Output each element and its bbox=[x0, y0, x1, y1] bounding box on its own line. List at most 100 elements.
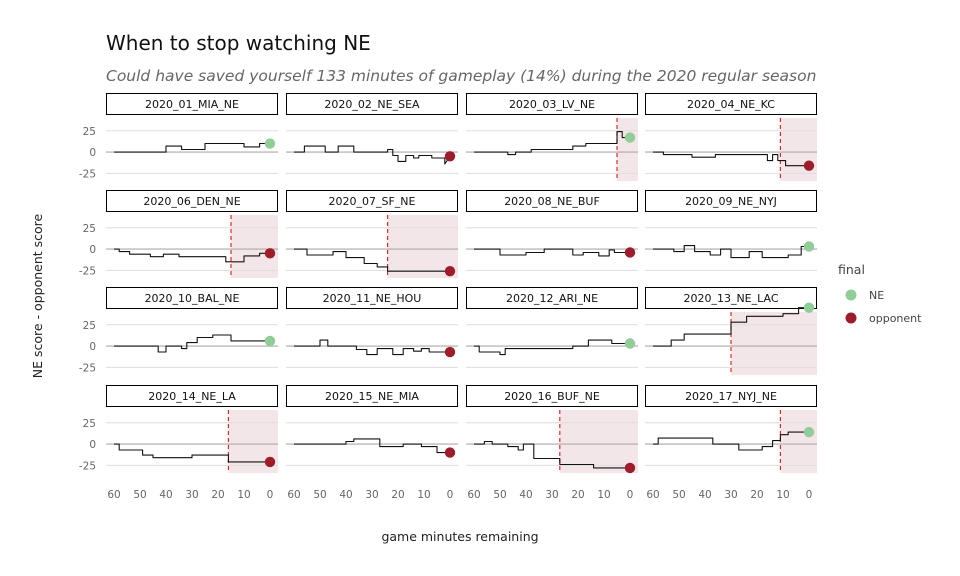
y-tick-label: -25 bbox=[79, 460, 96, 472]
facet-strip-label: 2020_02_NE_SEA bbox=[324, 98, 420, 111]
x-tick-label: 30 bbox=[365, 489, 378, 501]
x-tick-label: 0 bbox=[267, 489, 274, 501]
final-point bbox=[803, 241, 815, 252]
y-axis-ticks: 25 0 -25 25 0 -25 25 0 -25 25 0 -25 bbox=[79, 126, 96, 473]
facet-strip bbox=[106, 287, 278, 309]
y-tick-label: 25 bbox=[83, 126, 96, 138]
facet-strip bbox=[466, 93, 638, 115]
score-line bbox=[294, 145, 451, 165]
facet-panel: 2020_16_BUF_NE bbox=[466, 385, 638, 474]
facet-strip-label: 2020_07_SF_NE bbox=[329, 195, 416, 208]
x-tick-label: 0 bbox=[806, 489, 813, 501]
final-point bbox=[264, 335, 276, 347]
score-line bbox=[294, 339, 450, 356]
final-point bbox=[803, 160, 815, 171]
y-tick-label: -25 bbox=[79, 265, 96, 277]
shaded-region bbox=[731, 312, 817, 375]
final-point bbox=[264, 138, 276, 149]
facet-strip-label: 2020_09_NE_NYJ bbox=[685, 195, 777, 208]
facet-strip bbox=[106, 385, 278, 407]
facet-strip bbox=[286, 93, 458, 115]
score-line bbox=[114, 248, 270, 263]
x-tick-label: 60 bbox=[287, 489, 300, 501]
score-line bbox=[474, 440, 630, 469]
x-tick-label: 10 bbox=[417, 489, 430, 501]
final-point bbox=[624, 132, 636, 143]
legend-label-opponent: opponent bbox=[869, 312, 922, 325]
score-line bbox=[653, 245, 809, 259]
shaded-region bbox=[559, 410, 638, 473]
facet-strip-label: 2020_17_NYJ_NE bbox=[685, 390, 777, 403]
facet-panels: 2020_01_MIA_NE 2020_02_NE_SEA 2020_03_LV_N… bbox=[106, 93, 817, 474]
facet-panel: 2020_09_NE_NYJ bbox=[645, 190, 817, 271]
facet-strip-label: 2020_10_BAL_NE bbox=[145, 292, 240, 305]
facet-strip-label: 2020_04_NE_KC bbox=[687, 98, 775, 111]
x-tick-label: 60 bbox=[107, 489, 120, 501]
score-line bbox=[114, 443, 270, 463]
x-tick-label: 0 bbox=[627, 489, 634, 501]
facet-strip-label: 2020_01_MIA_NE bbox=[145, 98, 239, 111]
chart-title: When to stop watching NE bbox=[106, 31, 371, 55]
y-tick-label: 25 bbox=[83, 418, 96, 430]
final-point bbox=[264, 456, 276, 468]
final-point bbox=[444, 447, 456, 458]
facet-panel: 2020_07_SF_NE bbox=[286, 190, 458, 278]
y-tick-label: 0 bbox=[89, 147, 96, 159]
legend: final NE opponent bbox=[838, 262, 922, 325]
facet-strip-label: 2020_13_NE_LAC bbox=[683, 292, 778, 305]
facet-strip bbox=[286, 190, 458, 212]
y-axis-title: NE score - opponent score bbox=[30, 213, 45, 378]
score-line bbox=[294, 438, 450, 454]
x-tick-label: 50 bbox=[493, 489, 506, 501]
facet-panel: 2020_12_ARI_NE bbox=[466, 287, 638, 368]
final-point bbox=[444, 151, 456, 162]
score-line bbox=[474, 339, 630, 356]
facet-strip bbox=[466, 385, 638, 407]
x-tick-label: 20 bbox=[391, 489, 404, 501]
x-tick-label: 0 bbox=[447, 489, 454, 501]
x-tick-label: 30 bbox=[545, 489, 558, 501]
facet-panel: 2020_13_NE_LAC bbox=[645, 287, 817, 375]
x-tick-label: 50 bbox=[133, 489, 146, 501]
facet-strip-label: 2020_12_ARI_NE bbox=[506, 292, 598, 305]
shaded-region bbox=[617, 118, 638, 181]
facet-strip-label: 2020_15_NE_MIA bbox=[325, 390, 419, 403]
x-tick-label: 40 bbox=[698, 489, 711, 501]
y-tick-label: 0 bbox=[89, 244, 96, 256]
facet-panel: 2020_02_NE_SEA bbox=[286, 93, 458, 174]
score-line bbox=[114, 142, 270, 153]
x-tick-label: 10 bbox=[597, 489, 610, 501]
final-point bbox=[444, 346, 456, 358]
x-tick-label: 10 bbox=[237, 489, 250, 501]
facet-panel: 2020_03_LV_NE bbox=[466, 93, 638, 181]
legend-title: final bbox=[838, 262, 865, 277]
facet-strip bbox=[106, 190, 278, 212]
facet-strip bbox=[645, 287, 817, 309]
score-line bbox=[653, 151, 809, 167]
x-axis-title: game minutes remaining bbox=[381, 529, 538, 544]
facet-panel: 2020_15_NE_MIA bbox=[286, 385, 458, 466]
facet-strip bbox=[286, 385, 458, 407]
score-line bbox=[653, 431, 809, 451]
x-tick-label: 40 bbox=[339, 489, 352, 501]
facet-strip-label: 2020_03_LV_NE bbox=[509, 98, 595, 111]
facet-strip-label: 2020_08_NE_BUF bbox=[504, 195, 600, 208]
facet-strip-label: 2020_14_NE_LA bbox=[148, 390, 236, 403]
y-tick-label: 25 bbox=[83, 320, 96, 332]
x-tick-label: 20 bbox=[211, 489, 224, 501]
facet-panel: 2020_10_BAL_NE bbox=[106, 287, 278, 368]
x-tick-label: 40 bbox=[519, 489, 532, 501]
facet-strip bbox=[645, 93, 817, 115]
facet-strip bbox=[466, 190, 638, 212]
final-point bbox=[803, 426, 815, 438]
shaded-region bbox=[231, 215, 278, 278]
x-axis-ticks: 60 50 40 30 20 10 0 60 50 40 30 20 10 0 60 50 40 30 20 10 0 6… bbox=[107, 489, 812, 501]
score-line bbox=[474, 131, 630, 156]
score-line bbox=[653, 307, 809, 347]
x-tick-label: 50 bbox=[672, 489, 685, 501]
x-tick-label: 20 bbox=[571, 489, 584, 501]
legend-dot-opponent bbox=[845, 312, 857, 324]
y-tick-label: 0 bbox=[89, 439, 96, 451]
legend-dot-ne bbox=[845, 289, 857, 301]
shaded-region bbox=[780, 118, 817, 181]
